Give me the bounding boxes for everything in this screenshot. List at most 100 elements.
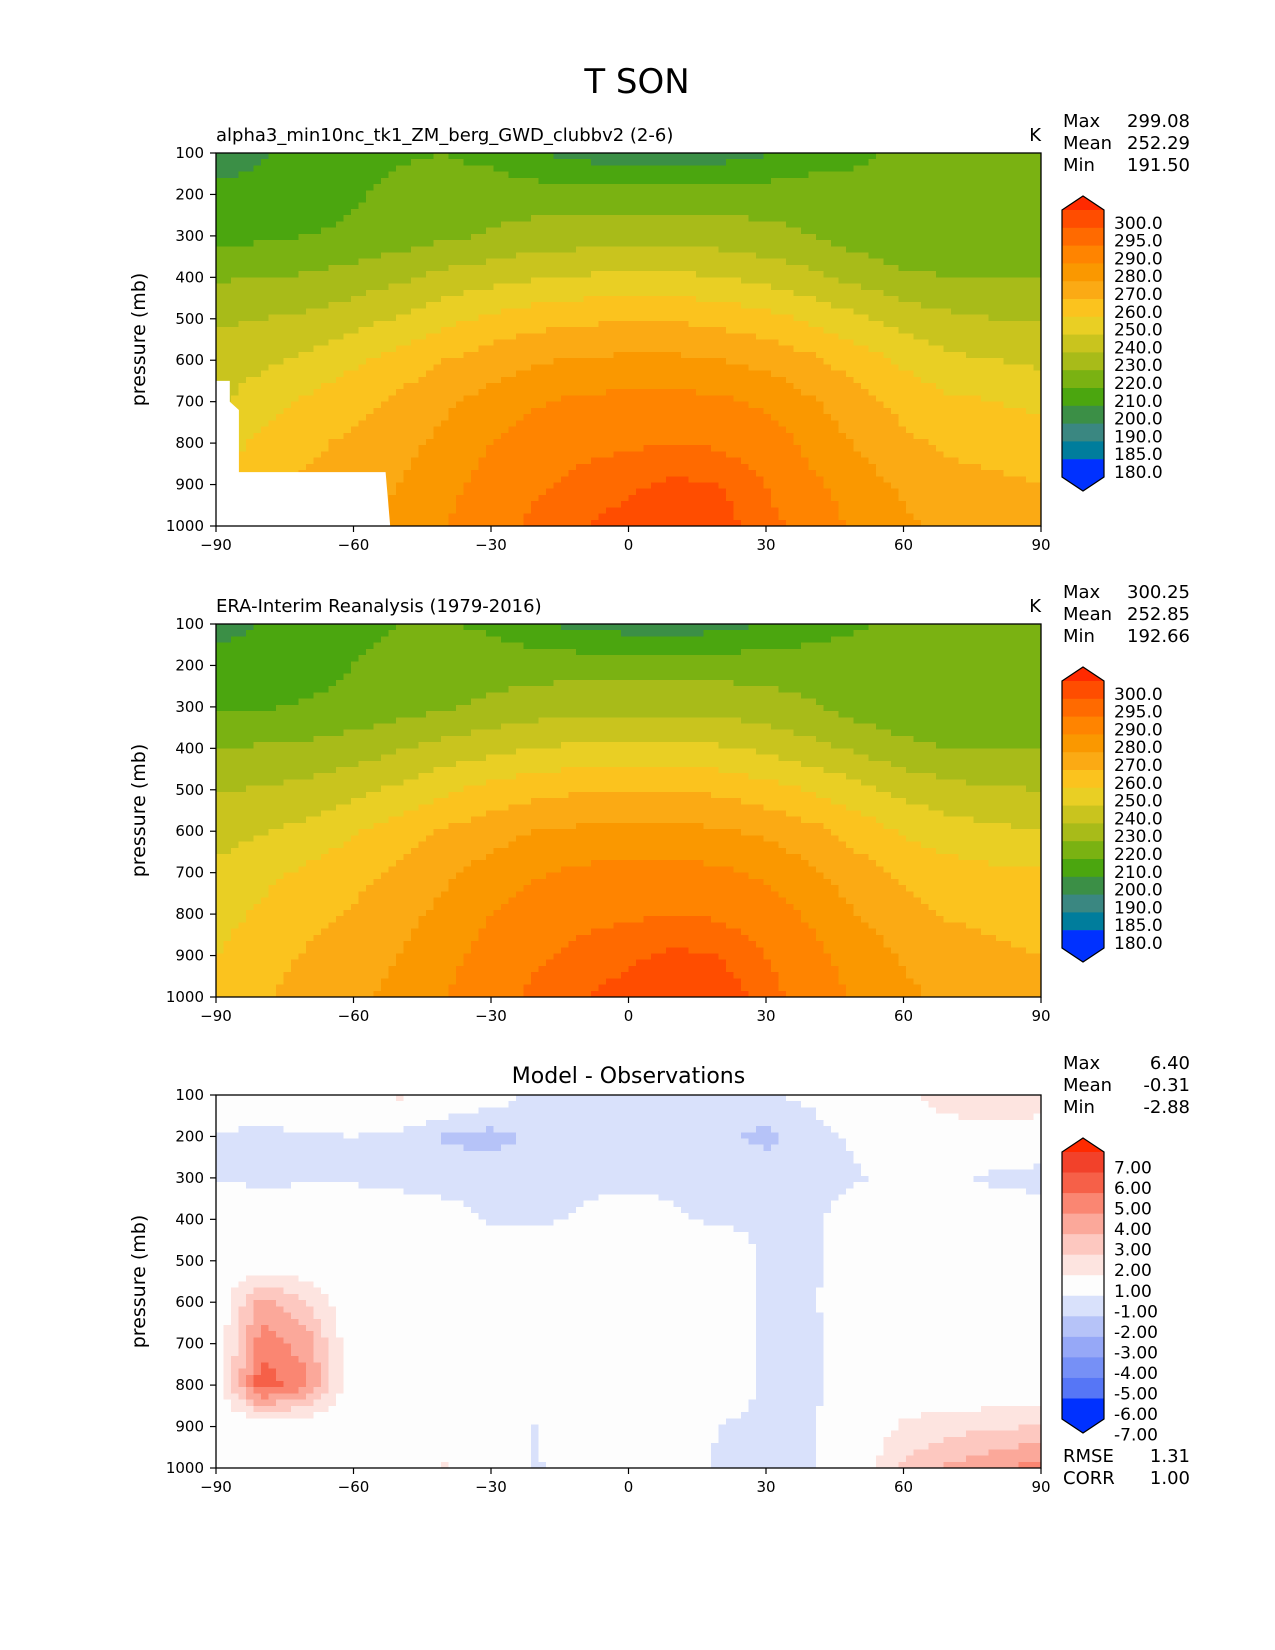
contour-cell [719,402,727,409]
contour-cell [524,221,532,228]
contour-cell [276,420,284,427]
contour-cell [486,284,494,291]
contour-cell [524,395,532,402]
contour-cell [224,252,232,259]
contour-cell [644,371,652,378]
contour-cell [374,377,382,384]
contour-cell [456,321,464,328]
contour-cell [404,340,412,347]
contour-cell [321,427,329,434]
contour-cell [659,352,667,359]
contour-cell [269,346,277,353]
contour-cell [644,265,652,272]
contour-cell [396,427,404,434]
contour-cell [561,271,569,278]
contour-cell [906,333,914,340]
contour-cell [681,402,689,409]
contour-cell [666,221,674,228]
contour-cell [764,333,772,340]
contour-cell [516,321,524,328]
contour-cell [681,352,689,359]
contour-cell [786,153,794,160]
contour-cell [929,308,937,315]
contour-cell [779,190,787,197]
contour-cell [381,153,389,160]
contour-cell [426,209,434,216]
contour-cell [786,240,794,247]
contour-cell [666,414,674,421]
contour-cell [1026,308,1034,315]
contour-cell [494,352,502,359]
contour-cell [914,315,922,322]
contour-cell [351,265,359,272]
contour-cell [516,420,524,427]
contour-cell [914,252,922,259]
contour-cell [314,408,322,415]
contour-cell [779,290,787,297]
contour-cell [756,302,764,309]
contour-cell [584,315,592,322]
contour-cell [486,246,494,253]
contour-cell [336,203,344,210]
contour-cell [636,296,644,303]
contour-cell [314,153,322,160]
contour-cell [914,165,922,172]
contour-cell [1004,246,1012,253]
contour-cell [719,427,727,434]
contour-cell [381,333,389,340]
contour-cell [411,240,419,247]
contour-cell [404,221,412,228]
contour-cell [629,371,637,378]
contour-cell [666,209,674,216]
contour-cell [959,246,967,253]
contour-cell [269,265,277,272]
contour-cell [306,408,314,415]
contour-cell [764,228,772,235]
contour-cell [974,333,982,340]
contour-cell [434,153,442,160]
contour-cell [749,215,757,222]
contour-cell [449,315,457,322]
contour-cell [494,165,502,172]
contour-cell [831,159,839,166]
contour-cell [936,408,944,415]
contour-cell [344,240,352,247]
contour-cell [839,271,847,278]
contour-cell [1011,259,1019,266]
contour-cell [471,178,479,185]
contour-cell [291,259,299,266]
contour-cell [711,340,719,347]
contour-cell [741,389,749,396]
contour-cell [974,221,982,228]
contour-cell [569,358,577,365]
contour-cell [809,308,817,315]
contour-cell [524,228,532,235]
contour-cell [344,178,352,185]
contour-cell [741,395,749,402]
contour-cell [411,165,419,172]
contour-cell [576,259,584,266]
contour-cell [771,408,779,415]
contour-cell [546,420,554,427]
contour-cell [434,178,442,185]
contour-cell [306,259,314,266]
contour-cell [434,308,442,315]
contour-cell [419,420,427,427]
contour-cell [711,184,719,191]
contour-cell [779,240,787,247]
contour-cell [704,371,712,378]
contour-cell [989,221,997,228]
contour-cell [344,284,352,291]
contour-cell [854,321,862,328]
contour-cell [726,284,734,291]
contour-cell [839,221,847,228]
contour-cell [711,259,719,266]
contour-cell [329,327,337,334]
contour-cell [869,203,877,210]
contour-cell [216,277,224,284]
contour-cell [906,383,914,390]
contour-cell [216,159,224,166]
contour-cell [366,252,374,259]
contour-cell [644,296,652,303]
contour-cell [944,358,952,365]
